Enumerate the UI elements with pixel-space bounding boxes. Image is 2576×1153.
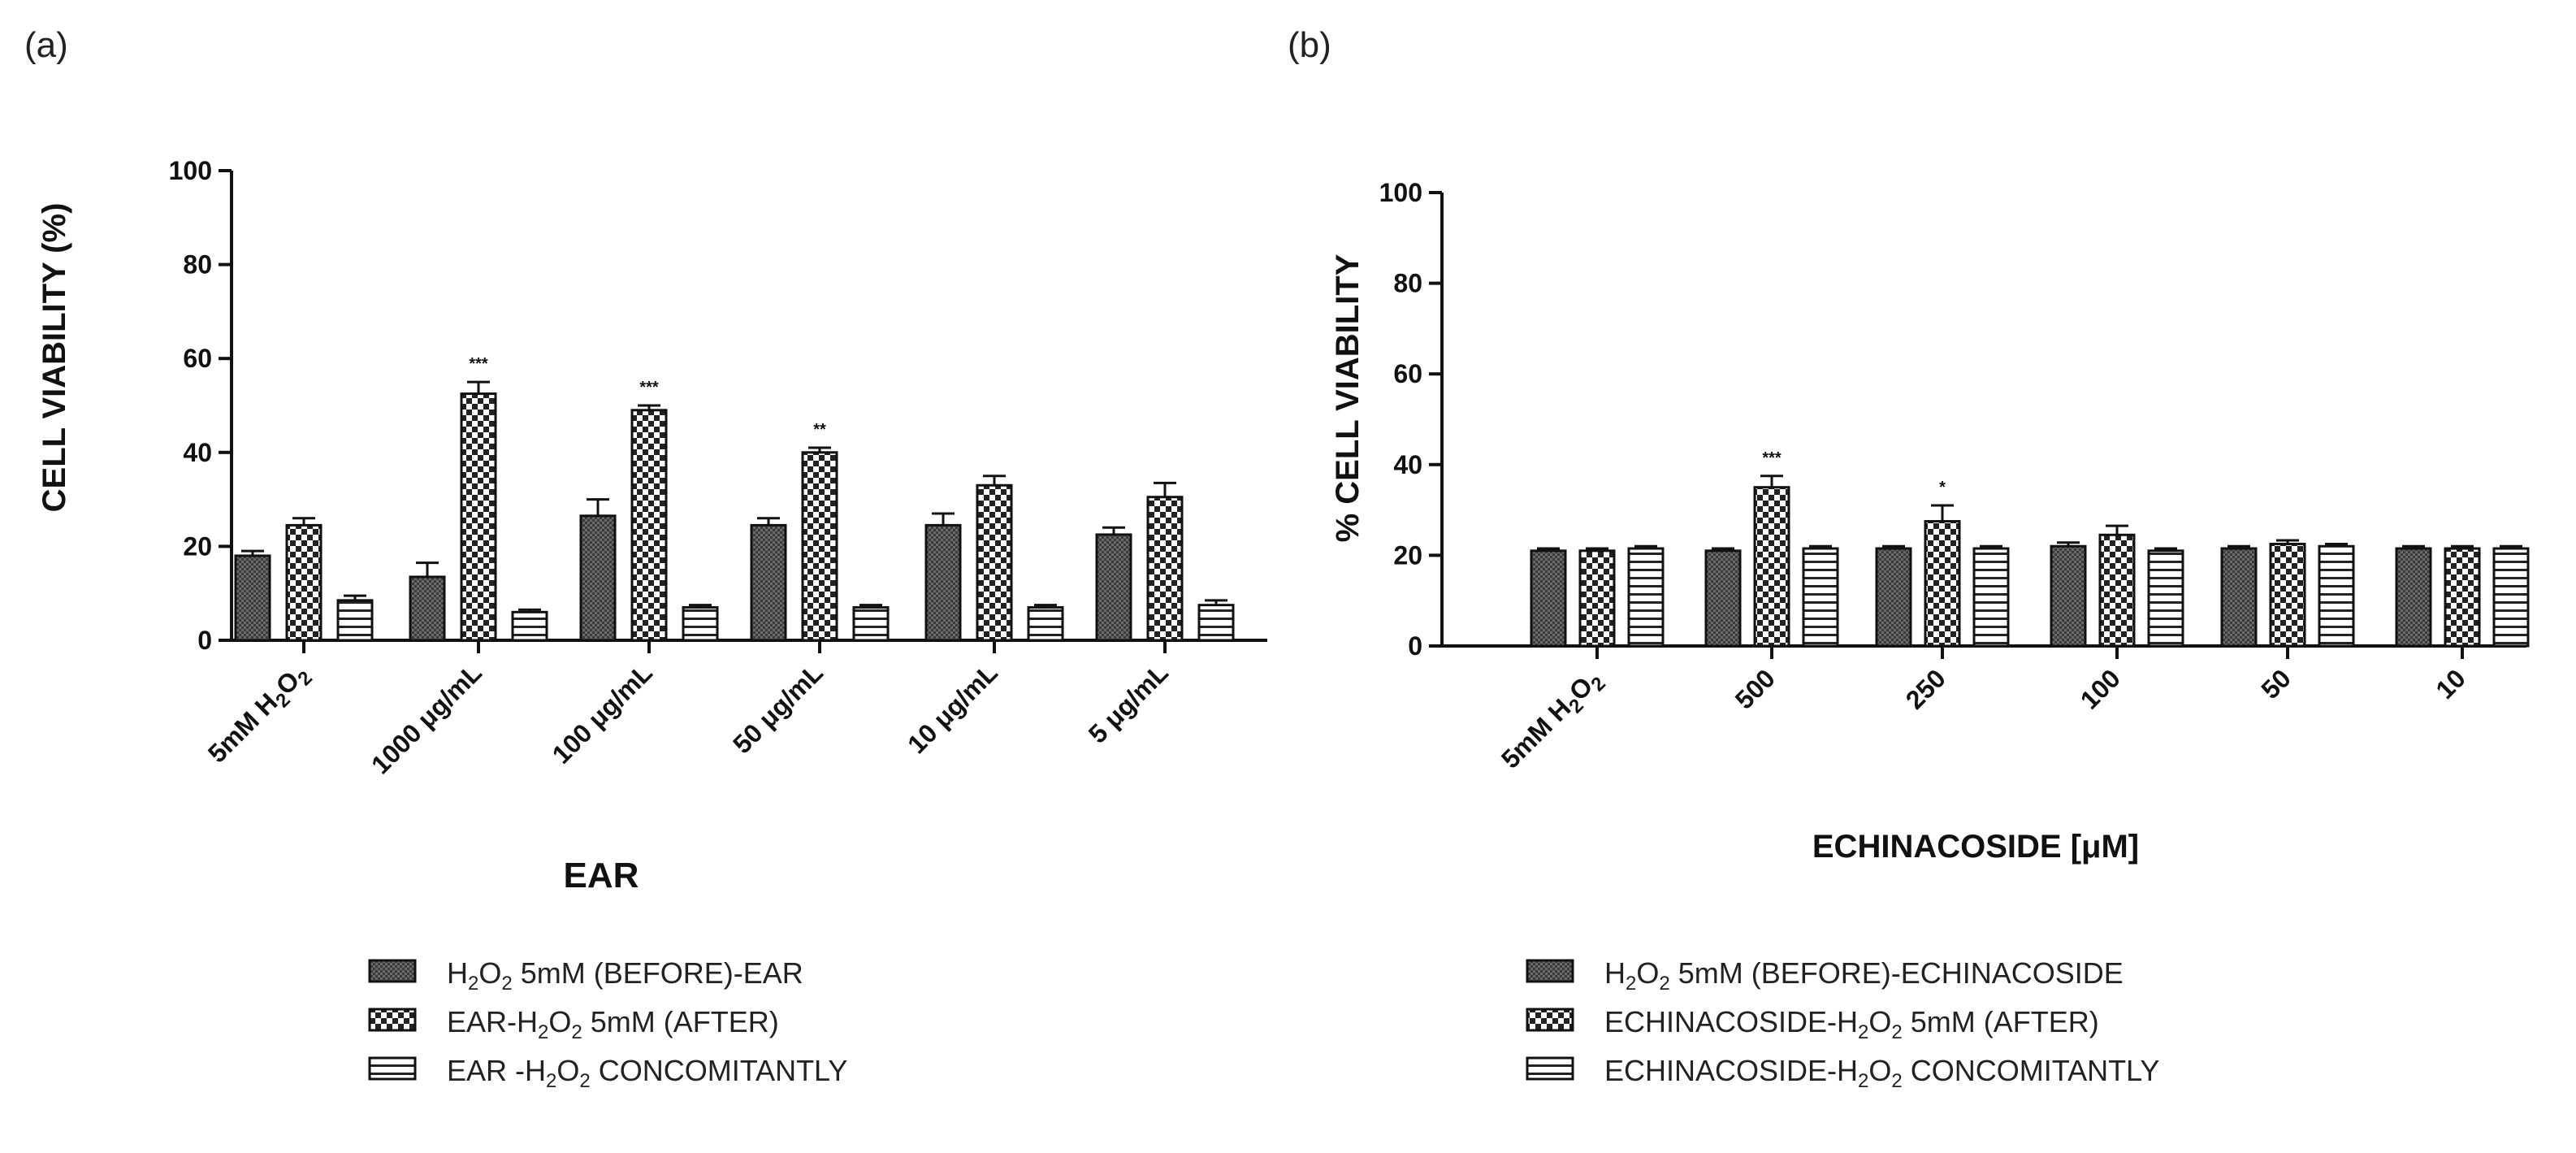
bar bbox=[1627, 547, 1665, 648]
bar bbox=[1197, 604, 1235, 642]
bar bbox=[579, 514, 617, 642]
legend-label: H2O2 5mM (BEFORE)-ECHINACOSIDE bbox=[1604, 956, 2124, 995]
legend-label: H2O2 5mM (BEFORE)-EAR bbox=[447, 956, 803, 995]
legend-swatch bbox=[1526, 1056, 1574, 1081]
bar bbox=[1875, 547, 1912, 648]
y-tick-label: 40 bbox=[183, 438, 212, 467]
bar bbox=[2444, 547, 2481, 648]
panel-label-a: (a) bbox=[24, 25, 68, 65]
bar bbox=[409, 575, 446, 642]
panel-label-b: (b) bbox=[1288, 25, 1331, 65]
legend-label: EAR-H2O2 5mM (AFTER) bbox=[447, 1005, 779, 1043]
x-tick-label: 10 μg/mL bbox=[902, 657, 1003, 759]
legend-label: ECHINACOSIDE-H2O2 5mM (AFTER) bbox=[1604, 1005, 2099, 1043]
x-tick-label: 50 bbox=[2255, 663, 2297, 704]
bar bbox=[234, 554, 271, 642]
bar bbox=[1972, 547, 2010, 648]
legend-label: EAR -H2O2 CONCOMITANTLY bbox=[447, 1054, 847, 1092]
bar bbox=[1095, 533, 1132, 642]
y-tick-label: 60 bbox=[1393, 359, 1422, 388]
chart-panel-a: 0 20 40 60 80 100 5mM H2O2 1000 μg/mL 100 μg/mL 5… bbox=[169, 156, 1267, 1092]
significance-marker: * bbox=[1939, 479, 1946, 496]
bar bbox=[2492, 547, 2530, 648]
bar bbox=[2395, 547, 2432, 648]
bar bbox=[750, 523, 787, 642]
bar bbox=[2220, 547, 2258, 648]
bar bbox=[1924, 520, 1961, 648]
x-tick-label: 5 μg/mL bbox=[1083, 657, 1174, 748]
y-axis-title-a: CELL VIABILITY (%) bbox=[37, 203, 72, 513]
bar bbox=[2269, 542, 2306, 648]
bar bbox=[2318, 544, 2355, 648]
y-tick-label: 100 bbox=[169, 156, 212, 185]
y-axis-title-b: % CELL VIABILITY bbox=[1330, 254, 1366, 542]
y-tick-label: 100 bbox=[1379, 178, 1422, 207]
x-tick-label: 500 bbox=[1730, 663, 1781, 714]
x-tick-label: 100 bbox=[2075, 663, 2126, 714]
x-axis-title-a: EAR bbox=[564, 856, 639, 895]
y-tick-label: 0 bbox=[1408, 631, 1422, 661]
bar bbox=[1704, 549, 1742, 648]
bar bbox=[336, 599, 374, 642]
x-tick-label: 1000 μg/mL bbox=[366, 657, 487, 779]
bar bbox=[976, 483, 1013, 642]
x-tick-label: 5mM H2O2 bbox=[1496, 663, 1610, 778]
bar bbox=[630, 409, 668, 642]
legend-label: ECHINACOSIDE-H2O2 CONCOMITANTLY bbox=[1604, 1054, 2159, 1092]
bar bbox=[801, 451, 838, 642]
legend-swatch bbox=[1526, 1008, 1574, 1032]
x-tick-label: 100 μg/mL bbox=[547, 657, 658, 769]
significance-marker: *** bbox=[469, 355, 488, 373]
bar bbox=[2098, 533, 2136, 648]
bar bbox=[460, 392, 497, 642]
legend-swatch bbox=[368, 1056, 417, 1081]
significance-marker: ** bbox=[813, 421, 826, 439]
x-tick-label: 5mM H2O2 bbox=[202, 657, 317, 772]
significance-marker: *** bbox=[1762, 449, 1782, 467]
bar bbox=[1027, 606, 1064, 642]
y-tick-label: 40 bbox=[1393, 450, 1422, 479]
bar bbox=[511, 610, 548, 642]
bar bbox=[682, 606, 719, 642]
bar bbox=[1530, 549, 1567, 648]
y-tick-label: 20 bbox=[183, 531, 212, 561]
y-tick-label: 60 bbox=[183, 344, 212, 373]
y-tick-label: 0 bbox=[197, 626, 212, 655]
y-tick-label: 80 bbox=[1393, 269, 1422, 298]
legend-swatch bbox=[368, 1008, 417, 1032]
bar bbox=[1802, 547, 1839, 648]
bar bbox=[1753, 486, 1790, 648]
significance-marker: *** bbox=[639, 379, 659, 397]
bar bbox=[2147, 549, 2184, 648]
bar bbox=[285, 523, 323, 642]
y-tick-label: 80 bbox=[183, 250, 212, 280]
legend-swatch bbox=[1526, 959, 1574, 983]
bar bbox=[924, 523, 962, 642]
x-tick-label: 50 μg/mL bbox=[727, 657, 829, 759]
x-tick-label: 250 bbox=[1900, 663, 1951, 714]
x-axis-title-b: ECHINACOSIDE [μM] bbox=[1812, 829, 2139, 865]
bar bbox=[852, 606, 890, 642]
bar bbox=[1146, 496, 1184, 642]
legend-swatch bbox=[368, 959, 417, 983]
bar bbox=[2050, 544, 2087, 648]
x-tick-label: 10 bbox=[2430, 663, 2471, 704]
bar bbox=[1578, 549, 1616, 648]
y-tick-label: 20 bbox=[1393, 540, 1422, 570]
